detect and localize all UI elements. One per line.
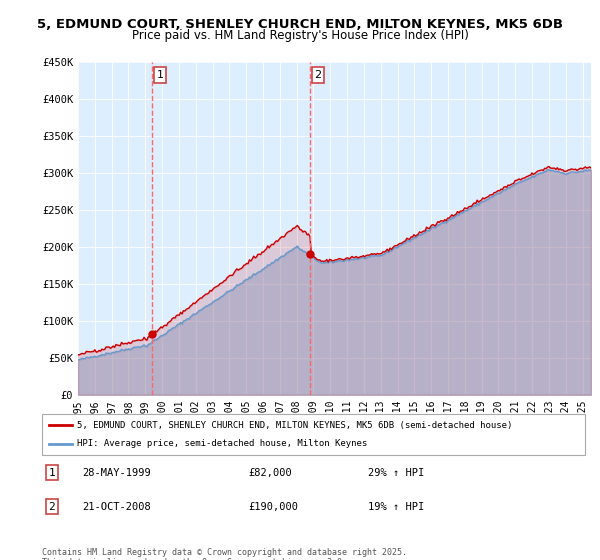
Text: 2: 2	[49, 502, 55, 512]
Text: 1: 1	[157, 70, 163, 80]
Text: 1: 1	[49, 468, 55, 478]
Text: 21-OCT-2008: 21-OCT-2008	[83, 502, 151, 512]
Text: Price paid vs. HM Land Registry's House Price Index (HPI): Price paid vs. HM Land Registry's House …	[131, 29, 469, 42]
Text: 5, EDMUND COURT, SHENLEY CHURCH END, MILTON KEYNES, MK5 6DB: 5, EDMUND COURT, SHENLEY CHURCH END, MIL…	[37, 18, 563, 31]
Text: 19% ↑ HPI: 19% ↑ HPI	[368, 502, 424, 512]
Text: £190,000: £190,000	[248, 502, 298, 512]
Text: HPI: Average price, semi-detached house, Milton Keynes: HPI: Average price, semi-detached house,…	[77, 440, 368, 449]
Text: 5, EDMUND COURT, SHENLEY CHURCH END, MILTON KEYNES, MK5 6DB (semi-detached house: 5, EDMUND COURT, SHENLEY CHURCH END, MIL…	[77, 421, 512, 430]
Text: £82,000: £82,000	[248, 468, 292, 478]
Text: 29% ↑ HPI: 29% ↑ HPI	[368, 468, 424, 478]
Text: 2: 2	[314, 70, 322, 80]
FancyBboxPatch shape	[42, 414, 585, 455]
Text: Contains HM Land Registry data © Crown copyright and database right 2025.
This d: Contains HM Land Registry data © Crown c…	[42, 548, 407, 560]
Text: 28-MAY-1999: 28-MAY-1999	[83, 468, 151, 478]
